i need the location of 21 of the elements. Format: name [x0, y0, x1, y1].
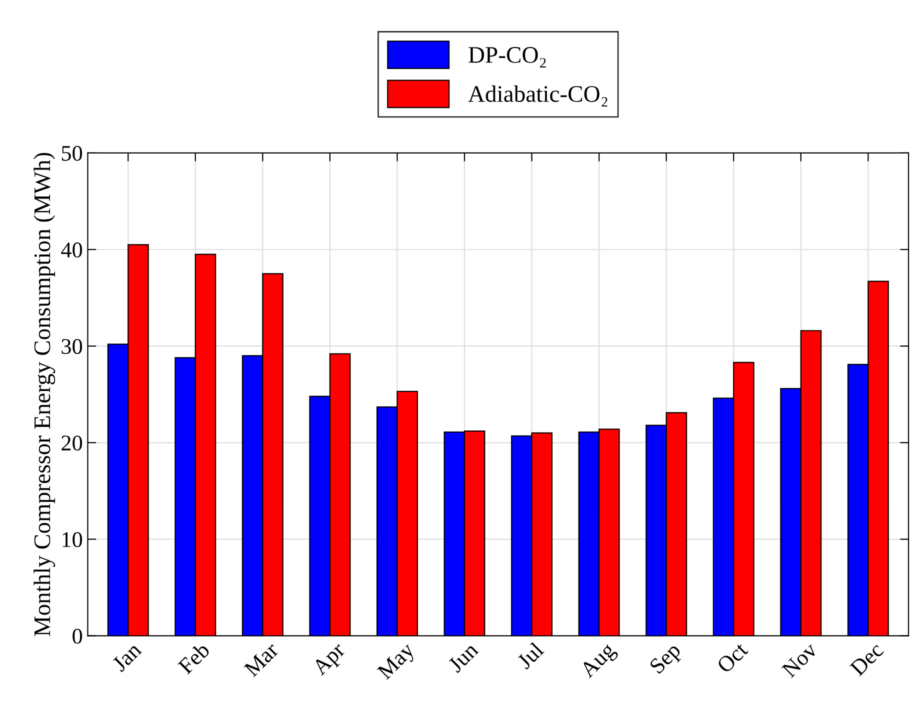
x-tick-label: Apr: [311, 641, 350, 680]
y-tick-label: 10: [62, 532, 82, 548]
x-tick-label: May: [376, 641, 419, 684]
y-axis-title: Monthly Compressor Energy Consumption (MWh): [34, 152, 56, 636]
x-tick-label: Dec: [849, 642, 884, 677]
x-tick-label: Jan: [111, 642, 142, 672]
x-tick-label: Sep: [648, 642, 685, 678]
y-tick-label: 30: [62, 339, 82, 354]
x-tick-label: Oct: [716, 641, 749, 674]
y-tick-label: 0: [72, 628, 82, 644]
x-tick-label: Mar: [244, 641, 280, 678]
y-tick-label: 20: [62, 436, 82, 451]
x-tick-label: Feb: [176, 641, 211, 675]
x-tick-label: Aug: [579, 641, 620, 682]
legend-label: DP-CO₂: [468, 47, 546, 68]
y-tick-label: 40: [61, 242, 82, 258]
x-tick-label: Jul: [516, 640, 545, 670]
x-tick-label: Jun: [447, 642, 480, 674]
x-tick-label: Nov: [781, 641, 818, 678]
y-tick-label: 50: [62, 146, 82, 161]
legend-label: Adiabatic-CO₂: [468, 85, 608, 107]
